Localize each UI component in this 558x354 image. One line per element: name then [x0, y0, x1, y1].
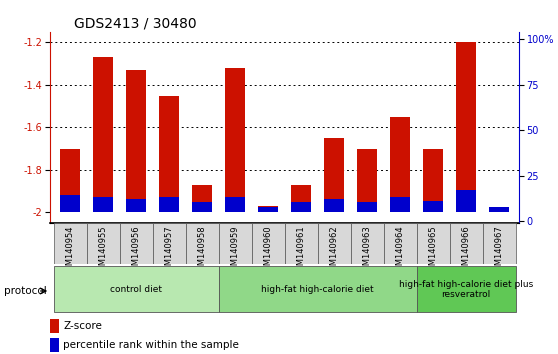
- Bar: [50, 319, 59, 333]
- Bar: [54, 267, 219, 312]
- Bar: [252, 223, 285, 264]
- Text: GSM140959: GSM140959: [230, 225, 239, 275]
- Bar: [192, 202, 212, 212]
- Text: GSM140965: GSM140965: [429, 225, 437, 276]
- Bar: [350, 223, 383, 264]
- Text: GSM140963: GSM140963: [363, 225, 372, 276]
- Bar: [324, 199, 344, 212]
- Text: GSM140957: GSM140957: [165, 225, 174, 276]
- Bar: [450, 223, 483, 264]
- Bar: [291, 202, 311, 212]
- Bar: [219, 223, 252, 264]
- Bar: [417, 223, 450, 264]
- Text: high-fat high-calorie diet plus
resveratrol: high-fat high-calorie diet plus resverat…: [399, 280, 533, 299]
- Bar: [186, 223, 219, 264]
- Text: GSM140960: GSM140960: [263, 225, 272, 276]
- Bar: [119, 223, 152, 264]
- Bar: [126, 199, 146, 212]
- Text: GSM140964: GSM140964: [396, 225, 405, 276]
- Text: GSM140954: GSM140954: [65, 225, 75, 275]
- Text: GSM140956: GSM140956: [132, 225, 141, 276]
- Text: GSM140955: GSM140955: [99, 225, 108, 275]
- Bar: [54, 223, 86, 264]
- Text: GSM140962: GSM140962: [330, 225, 339, 276]
- Bar: [417, 267, 516, 312]
- Text: GDS2413 / 30480: GDS2413 / 30480: [74, 17, 196, 31]
- Bar: [159, 197, 179, 212]
- Bar: [258, 207, 278, 212]
- Bar: [60, 149, 80, 212]
- Text: Z-score: Z-score: [64, 321, 102, 331]
- Bar: [390, 197, 410, 212]
- Text: percentile rank within the sample: percentile rank within the sample: [64, 341, 239, 350]
- Bar: [126, 70, 146, 212]
- Bar: [225, 68, 245, 212]
- Text: GSM140967: GSM140967: [494, 225, 504, 276]
- Bar: [423, 200, 443, 212]
- Bar: [483, 223, 516, 264]
- Bar: [285, 223, 318, 264]
- Text: GSM140961: GSM140961: [297, 225, 306, 276]
- Bar: [152, 223, 186, 264]
- Bar: [357, 149, 377, 212]
- Text: high-fat high-calorie diet: high-fat high-calorie diet: [261, 285, 374, 294]
- Bar: [489, 207, 509, 212]
- Bar: [357, 202, 377, 212]
- Text: GSM140958: GSM140958: [198, 225, 206, 276]
- Bar: [390, 117, 410, 212]
- Bar: [324, 138, 344, 212]
- Bar: [423, 149, 443, 212]
- Bar: [219, 267, 417, 312]
- Bar: [93, 57, 113, 212]
- Bar: [456, 42, 476, 212]
- Bar: [291, 185, 311, 212]
- Bar: [86, 223, 119, 264]
- Bar: [60, 195, 80, 212]
- Bar: [318, 223, 350, 264]
- Bar: [159, 96, 179, 212]
- Text: GSM140966: GSM140966: [461, 225, 470, 276]
- Bar: [225, 197, 245, 212]
- Bar: [192, 185, 212, 212]
- Text: protocol: protocol: [4, 286, 47, 296]
- Bar: [93, 197, 113, 212]
- Bar: [456, 190, 476, 212]
- Bar: [383, 223, 417, 264]
- Text: control diet: control diet: [110, 285, 162, 294]
- Bar: [258, 206, 278, 212]
- Bar: [50, 338, 59, 352]
